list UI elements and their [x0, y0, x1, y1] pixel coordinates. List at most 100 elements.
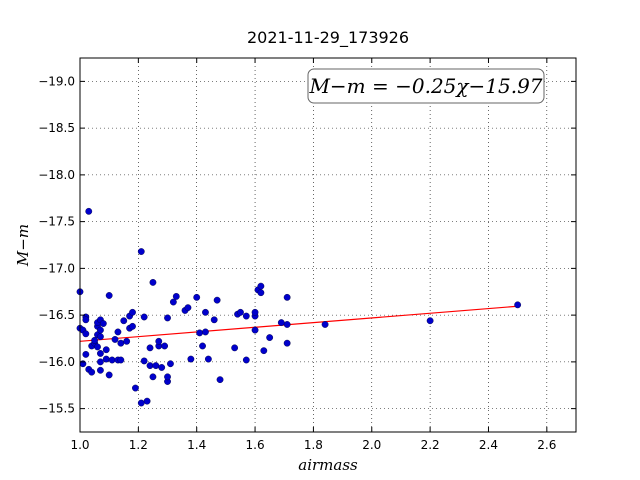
data-point	[283, 293, 291, 301]
data-point	[152, 362, 160, 370]
fit-line	[79, 305, 518, 342]
y-tick-label: −15.5	[38, 402, 75, 416]
data-point	[204, 355, 212, 363]
data-point	[277, 319, 285, 327]
data-point	[242, 356, 250, 364]
data-point	[187, 355, 195, 363]
data-point	[105, 292, 113, 299]
data-point	[155, 337, 163, 345]
x-tick-label: 1.6	[246, 438, 265, 452]
data-point	[514, 301, 522, 309]
data-point	[146, 344, 154, 352]
data-point	[114, 328, 122, 336]
data-point	[97, 333, 104, 341]
data-point	[117, 339, 125, 347]
data-point	[216, 376, 224, 384]
data-point	[426, 317, 434, 325]
data-point	[283, 321, 291, 328]
fit-line-layer	[79, 305, 518, 342]
x-tick-label: 2.6	[537, 438, 556, 452]
data-point	[202, 328, 209, 336]
axis-ticks: 1.0 1.2 1.4 1.6 1.8 2.0 2.2 2.4 2.6 −15.5 −16.0 −16…	[38, 58, 576, 452]
data-point	[158, 364, 166, 371]
chart-title: 2021-11-29_173926	[247, 28, 409, 48]
data-points	[76, 207, 522, 407]
y-tick-label: −18.5	[38, 121, 75, 135]
data-point	[164, 314, 171, 322]
y-tick-label: −19.0	[38, 74, 75, 88]
data-point	[231, 344, 239, 352]
data-point	[108, 356, 116, 364]
data-point	[140, 313, 148, 321]
data-point	[237, 308, 244, 316]
data-point	[283, 339, 291, 347]
data-point	[149, 373, 157, 381]
y-tick-label: −17.0	[38, 261, 75, 275]
data-point	[132, 384, 139, 392]
y-tick-label: −18.0	[38, 168, 75, 182]
data-point	[129, 308, 136, 316]
x-tick-label: 1.4	[187, 438, 206, 452]
data-point	[111, 336, 119, 343]
data-point	[321, 321, 329, 328]
y-tick-label: −16.5	[38, 308, 75, 322]
data-point	[210, 316, 218, 324]
annotation-text: M−m = −0.25χ−15.97	[308, 74, 542, 98]
data-point	[164, 373, 171, 381]
data-point	[251, 326, 259, 334]
y-axis-label: M−m	[14, 224, 32, 267]
data-point	[82, 350, 90, 358]
annotation-box	[307, 68, 545, 104]
data-point	[137, 399, 145, 407]
data-point	[199, 342, 206, 350]
x-tick-label: 1.8	[304, 438, 323, 452]
data-point	[242, 312, 250, 320]
fit-annotation: M−m = −0.25χ−15.97	[307, 68, 545, 104]
x-tick-label: 2.0	[362, 438, 381, 452]
data-point	[97, 350, 104, 357]
data-point	[82, 316, 90, 324]
data-point	[94, 343, 101, 351]
x-axis-label: airmass	[298, 456, 358, 474]
data-point	[196, 329, 204, 337]
data-point	[105, 371, 113, 379]
data-point	[129, 322, 136, 330]
data-point	[97, 326, 104, 334]
x-tick-label: 1.0	[70, 438, 89, 452]
data-point	[266, 334, 274, 341]
data-point	[257, 289, 265, 297]
y-tick-label: −17.5	[38, 215, 75, 229]
data-point	[169, 298, 177, 306]
data-point	[97, 358, 104, 366]
data-point	[184, 304, 192, 312]
data-point	[102, 355, 110, 363]
data-point	[91, 336, 98, 344]
data-point	[257, 282, 265, 290]
data-point	[85, 207, 93, 215]
data-point	[251, 308, 259, 316]
data-point	[172, 293, 180, 300]
data-point	[102, 346, 110, 354]
x-tick-label: 2.2	[421, 438, 440, 452]
data-point	[161, 342, 169, 350]
data-point	[137, 248, 145, 255]
data-point	[97, 366, 104, 374]
data-point	[193, 293, 201, 301]
data-point	[88, 368, 96, 376]
data-point	[260, 347, 268, 355]
data-point	[117, 356, 125, 364]
data-point	[120, 317, 128, 325]
plot-frame	[79, 57, 577, 433]
data-point	[140, 357, 148, 365]
x-tick-label: 2.4	[479, 438, 498, 452]
data-point	[143, 397, 151, 405]
data-point	[82, 330, 90, 338]
data-point	[167, 360, 174, 368]
data-point	[123, 337, 131, 345]
data-point	[146, 362, 154, 370]
data-point	[213, 296, 221, 304]
data-point	[99, 320, 107, 327]
x-tick-label: 1.2	[129, 438, 148, 452]
y-tick-label: −16.0	[38, 355, 75, 369]
